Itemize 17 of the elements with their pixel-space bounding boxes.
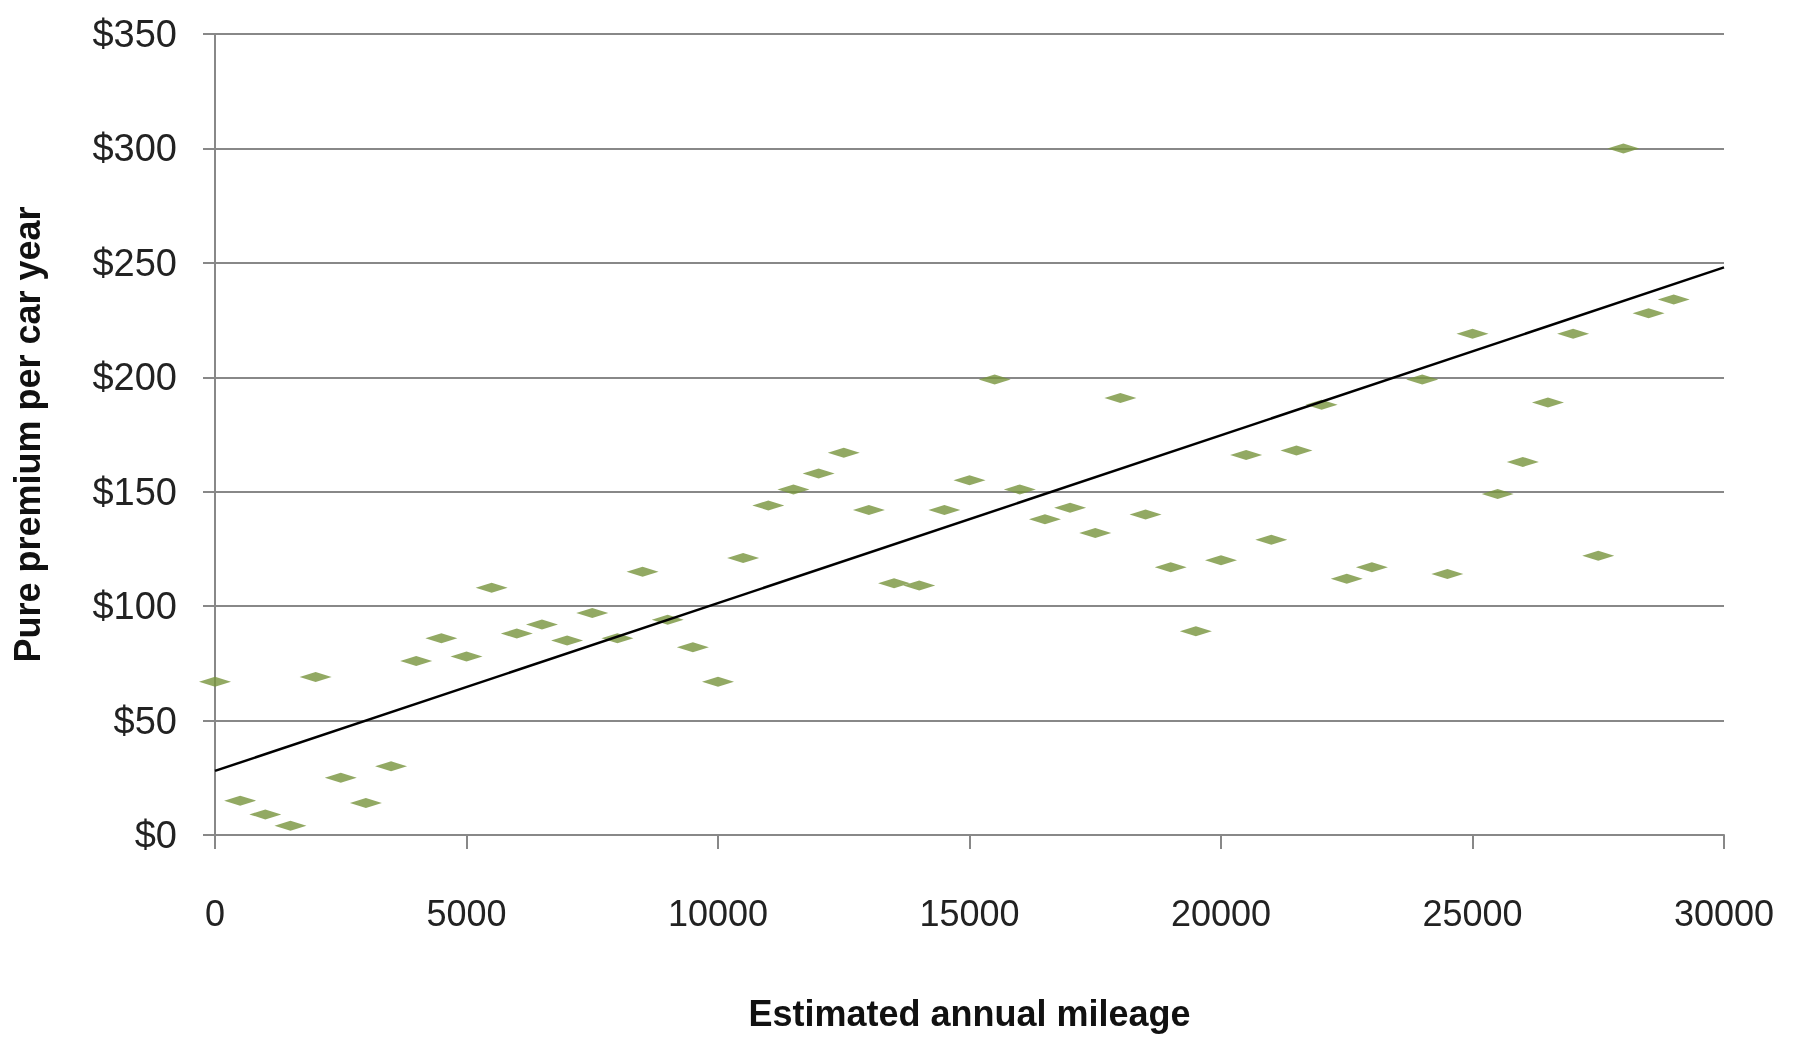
x-tick-label: 20000 (1170, 892, 1272, 934)
y-axis-title: Pure premium per car year (6, 206, 48, 663)
x-tick-label: 10000 (667, 892, 769, 934)
x-tick-label: 5000 (426, 892, 507, 934)
y-tick-label: $0 (134, 814, 177, 856)
y-tick-label: $50 (113, 699, 177, 742)
y-tick-label: $100 (92, 585, 177, 628)
x-tick-label: 25000 (1422, 892, 1523, 934)
y-tick-label: $250 (92, 241, 177, 284)
x-tick-label: 30000 (1673, 892, 1775, 934)
x-tick-label: 0 (204, 892, 226, 934)
y-tick-label: $150 (92, 470, 177, 513)
x-tick-label: 15000 (919, 892, 1020, 934)
y-tick-label: $200 (92, 356, 177, 399)
y-tick-label: $300 (92, 127, 177, 170)
y-tick-label: $350 (92, 13, 177, 55)
x-axis-title: Estimated annual mileage (748, 992, 1191, 1034)
